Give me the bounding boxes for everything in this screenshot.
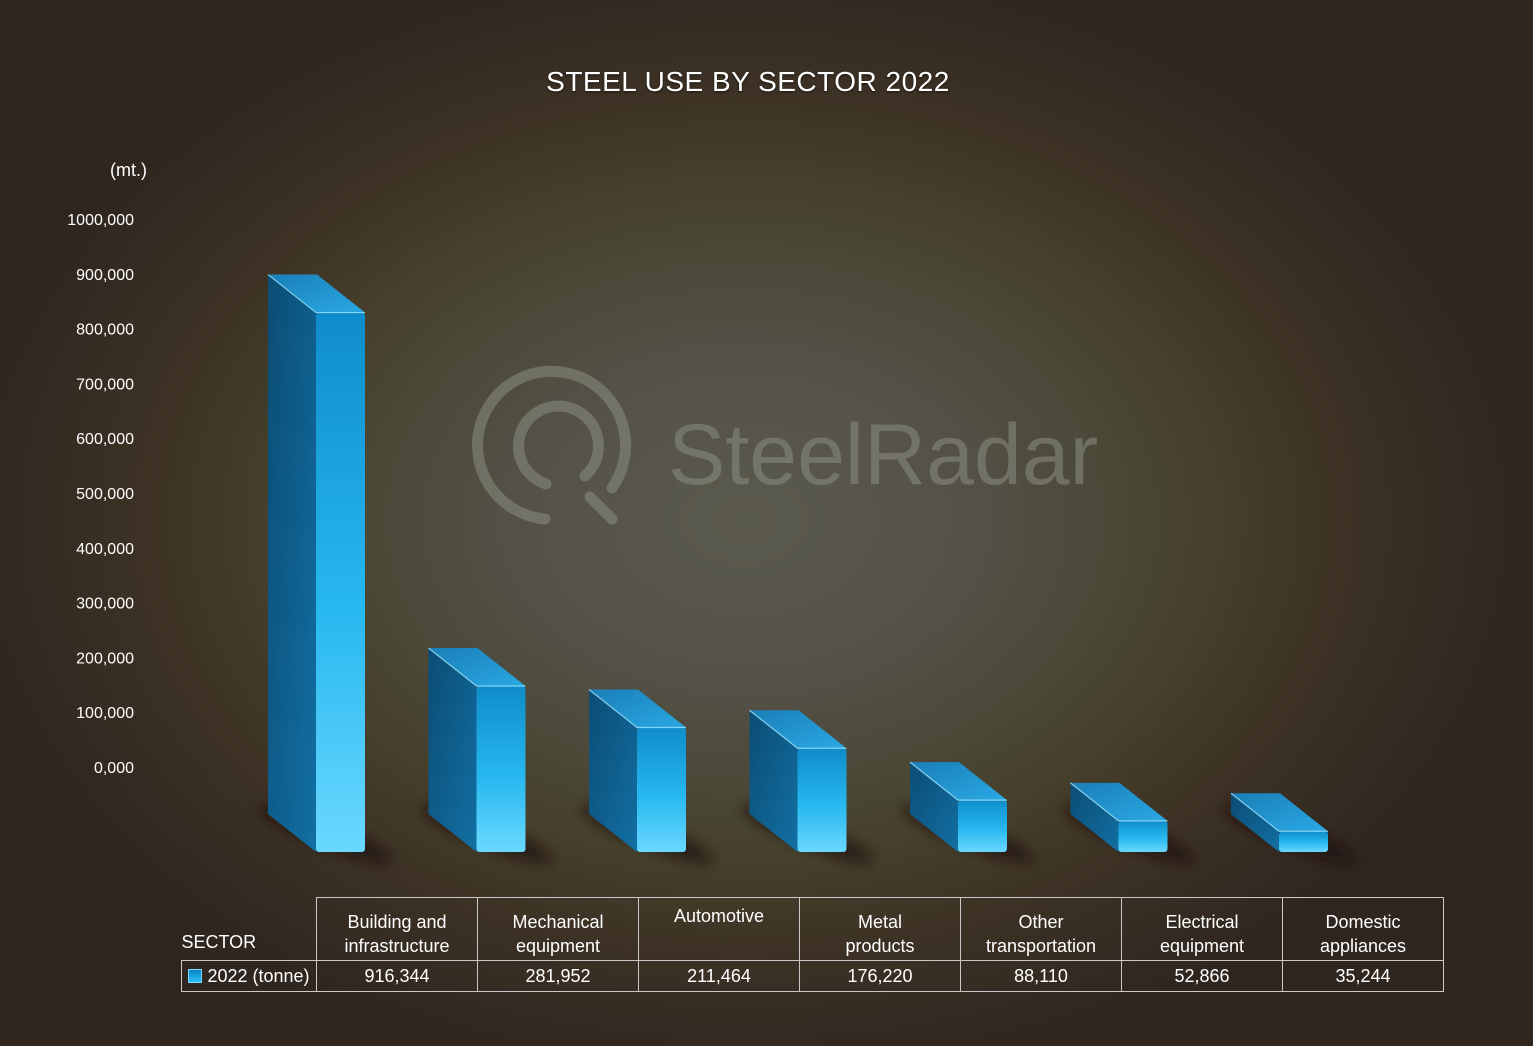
table-cell-value: 35,244 [1282,960,1444,992]
y-axis-unit-label: (mt.) [110,160,147,180]
bar-side-face [910,762,958,852]
y-tick-label: 200,000 [76,650,134,667]
bar-top-face [589,689,686,728]
bar-edge-highlight [909,761,1007,801]
bar-edge-highlight [588,689,686,729]
table-cell-value: 176,220 [799,960,961,992]
y-tick-label: 300,000 [76,596,134,613]
table-cell-value: 916,344 [316,960,478,992]
bar-top-face [749,710,847,749]
y-tick-label: 100,000 [76,705,134,722]
table-cell-value: 88,110 [960,960,1122,992]
bar-side-face [589,689,637,852]
bar-front-face [637,727,686,852]
table-row: 2022 (tonne) 916,344 281,952 211,464 176… [181,960,1444,992]
bar-side-face [268,274,316,852]
category-header: Building and infrastructure [316,897,478,961]
legend-key [188,968,203,983]
bar-edge-highlight [1230,792,1328,832]
y-tick-label: 1000,000 [67,212,134,229]
bar [1063,782,1194,863]
bar-front-face [797,748,847,852]
bar [1223,792,1355,863]
y-tick-label: 700,000 [76,376,134,393]
bar-side-face [749,710,798,852]
category-header: Domestic appliances [1282,897,1444,961]
y-tick-label: 0,000 [94,760,134,777]
y-axis-ticks: 0,000 100,000 200,000 300,000 400,000 500,000… [67,212,134,777]
watermark-text: SteelRadar [668,407,1098,503]
category-header: Automotive [638,897,800,961]
bar-side-face [1231,793,1279,852]
category-header: Mechanical equipment [477,897,639,961]
bar-front-face [1279,831,1328,852]
table-cell-value: 211,464 [638,960,800,992]
category-header: Electrical equipment [1121,897,1283,961]
bar-top-face [428,648,526,687]
y-tick-label: 800,000 [76,322,134,339]
table-header-row: SECTOR Building and infrastructure Mechan… [181,897,1444,961]
bar [902,761,1034,863]
bar-front-face [1118,820,1168,852]
bar-side-face [428,648,477,852]
steelradar-logo-watermark: SteelRadar [472,365,1098,525]
y-tick-label: 400,000 [76,541,134,558]
bar-edge-highlight [267,274,365,314]
bar [742,709,873,863]
table-cell-value: 281,952 [477,960,639,992]
category-header: Metal products [799,897,961,961]
data-table: SECTOR Building and infrastructure Mechan… [181,897,1444,992]
bar-front-face [316,312,365,852]
bar [581,689,713,863]
y-tick-label: 900,000 [76,267,134,284]
bar-side-face [1070,782,1119,852]
bar-top-face [1231,793,1328,832]
category-header: Other transportation [960,897,1122,961]
bar [421,647,552,863]
table-cell-value: 52,866 [1121,960,1283,992]
series-legend-cell: 2022 (tonne) [181,960,317,992]
bar-top-face [268,274,365,313]
bar-top-face [910,762,1007,801]
y-tick-label: 500,000 [76,486,134,503]
chart-title: STEEL USE BY SECTOR 2022 [546,66,950,97]
bar-front-face [958,800,1007,852]
bar [260,274,392,863]
y-tick-label: 600,000 [76,431,134,448]
bar-top-face [1070,782,1168,821]
series-name: 2022 (tonne) [207,965,310,986]
bar-front-face [476,686,526,852]
bar-edge-highlight [428,647,526,687]
bar-edge-highlight [749,709,847,749]
bar-edge-highlight [1070,782,1168,822]
table-header-sector: SECTOR [181,897,317,961]
bars [260,274,1355,863]
